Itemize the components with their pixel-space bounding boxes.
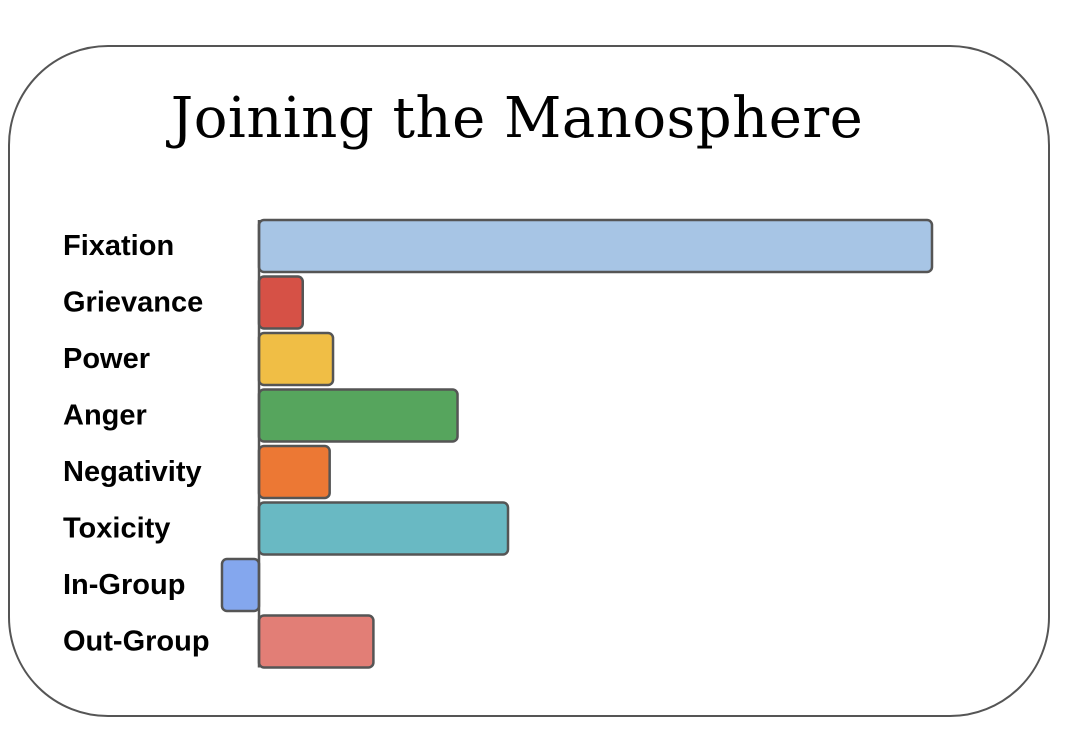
category-label-toxicity: Toxicity	[63, 513, 170, 545]
category-label-in-group: In-Group	[63, 569, 185, 601]
bar-out-group	[257, 614, 375, 669]
bar-anger	[257, 388, 459, 443]
bar-in-group	[220, 557, 261, 613]
bar-grievance	[257, 275, 304, 330]
category-label-fixation: Fixation	[63, 230, 174, 262]
category-label-grievance: Grievance	[63, 287, 203, 319]
category-label-out-group: Out-Group	[63, 626, 210, 658]
bar-fixation	[257, 218, 934, 274]
category-label-power: Power	[63, 343, 150, 375]
category-label-negativity: Negativity	[63, 456, 202, 488]
category-label-anger: Anger	[63, 400, 147, 432]
bar-negativity	[257, 444, 331, 500]
bar-power	[257, 331, 335, 387]
bar-toxicity	[257, 501, 510, 556]
chart-card	[8, 45, 1050, 717]
chart-title: Joining the Manosphere	[170, 86, 864, 151]
